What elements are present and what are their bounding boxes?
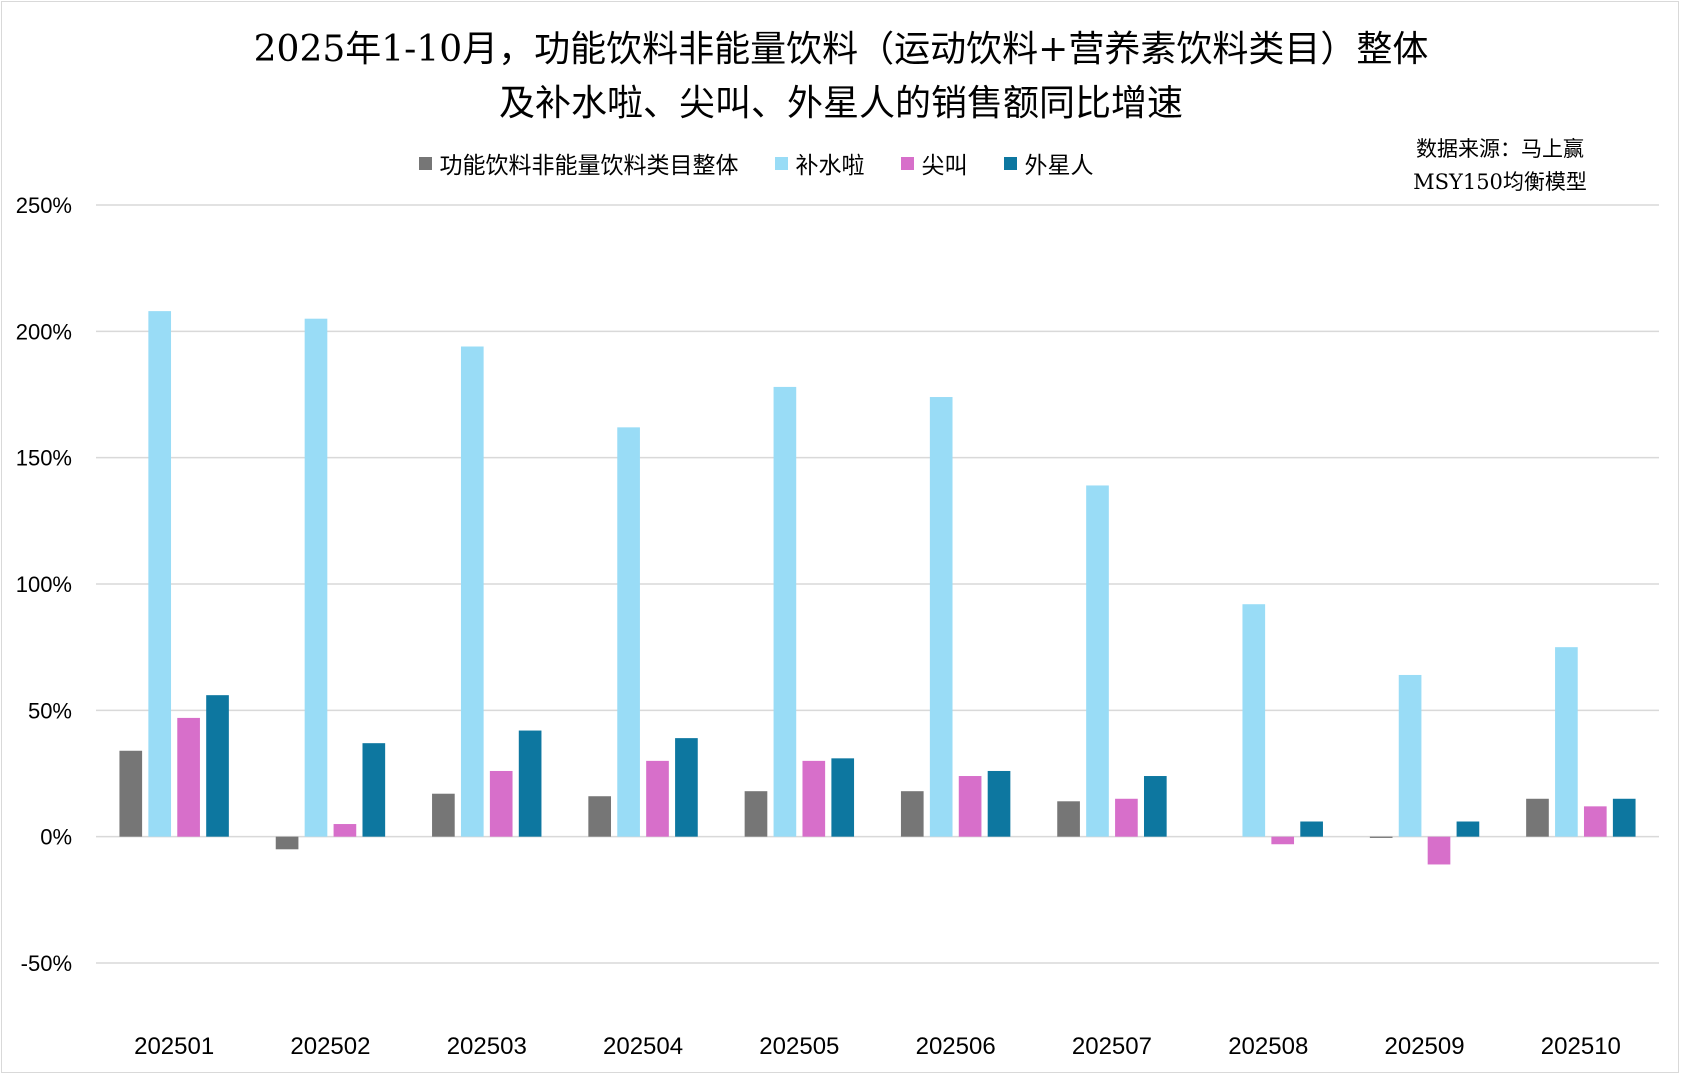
x-tick-label: 202502: [290, 1033, 370, 1060]
chart-subtitle: 及补水啦、尖叫、外星人的销售额同比增速: [498, 83, 1183, 124]
bar-202510-series-0: [1526, 798, 1549, 837]
bar-202506-series-2: [958, 776, 982, 837]
bar-202507-series-1: [1086, 485, 1109, 837]
bar-202502-series-3: [362, 743, 386, 837]
bar-202505-series-2: [802, 760, 826, 837]
bar-202503-series-3: [518, 730, 542, 837]
source-note: 数据来源：马上赢: [1416, 137, 1584, 161]
bar-202509-series-1: [1398, 674, 1422, 837]
y-tick-label: -50%: [21, 951, 72, 976]
bar-202510-series-3: [1612, 798, 1636, 837]
bar-202510-series-1: [1555, 647, 1578, 837]
x-tick-label: 202507: [1072, 1033, 1152, 1060]
bar-202501-series-1: [148, 311, 172, 837]
bar-202504-series-1: [617, 427, 640, 837]
bar-202503-series-2: [489, 770, 513, 837]
bar-202509-series-3: [1456, 821, 1480, 837]
legend-item: 外星人: [1003, 146, 1094, 180]
bar-202506-series-1: [929, 397, 953, 837]
bar-202504-series-3: [675, 738, 698, 837]
y-tick-label: 250%: [16, 193, 72, 218]
bar-202507-series-2: [1115, 798, 1138, 837]
legend-swatch: [900, 156, 914, 170]
bar-202501-series-3: [206, 695, 229, 837]
bar-202508-series-2: [1271, 836, 1295, 845]
x-tick-label: 202509: [1385, 1033, 1465, 1060]
legend-swatch: [1003, 156, 1017, 170]
bar-202506-series-3: [987, 770, 1011, 837]
bar-202507-series-0: [1057, 801, 1080, 837]
legend-label: 功能饮料非能量饮料类目整体: [439, 153, 739, 179]
bar-202509-series-2: [1427, 836, 1451, 865]
x-tick-label: 202510: [1541, 1033, 1621, 1060]
chart-title: 2025年1-10月，功能饮料非能量饮料（运动饮料+营养素饮料类目）整体: [253, 29, 1429, 70]
source-model-note: MSY150均衡模型: [1413, 170, 1587, 194]
bar-202510-series-2: [1583, 806, 1607, 837]
bar-202508-series-3: [1300, 821, 1323, 837]
bar-202509-series-0: [1369, 836, 1393, 838]
legend-item: 功能饮料非能量饮料类目整体: [418, 146, 739, 180]
bar-202503-series-0: [432, 793, 455, 837]
bar-202501-series-2: [177, 717, 200, 837]
x-tick-label: 202506: [916, 1033, 996, 1060]
legend-item: 尖叫: [900, 146, 968, 180]
y-tick-label: 50%: [28, 698, 72, 723]
bar-202503-series-1: [460, 346, 484, 837]
y-tick-label: 100%: [16, 572, 72, 597]
legend-label: 外星人: [1024, 153, 1094, 179]
x-tick-label: 202504: [603, 1033, 683, 1060]
bar-202508-series-1: [1242, 604, 1266, 837]
legend-item: 补水啦: [774, 146, 865, 180]
legend: 功能饮料非能量饮料类目整体 补水啦 尖叫 外星人: [0, 146, 1682, 180]
bar-202505-series-3: [831, 758, 855, 837]
bar-202502-series-0: [275, 836, 299, 850]
x-tick-label: 202505: [759, 1033, 839, 1060]
legend-swatch: [774, 156, 788, 170]
x-tick-label: 202508: [1228, 1033, 1308, 1060]
x-tick-label: 202501: [134, 1033, 214, 1060]
bar-202502-series-2: [333, 824, 357, 837]
bar-202505-series-1: [773, 386, 797, 837]
legend-label: 尖叫: [921, 153, 968, 179]
bar-202504-series-0: [588, 796, 612, 837]
bar-202501-series-0: [119, 750, 143, 837]
y-tick-label: 150%: [16, 446, 72, 471]
y-tick-label: 0%: [40, 825, 72, 850]
y-tick-label: 200%: [16, 319, 72, 344]
bar-202504-series-2: [646, 760, 669, 837]
bar-202506-series-0: [900, 791, 924, 837]
bar-202507-series-3: [1143, 776, 1167, 837]
bar-202505-series-0: [744, 791, 768, 837]
legend-swatch: [418, 156, 432, 170]
legend-label: 补水啦: [795, 153, 865, 179]
x-tick-label: 202503: [447, 1033, 527, 1060]
bar-202502-series-1: [304, 318, 328, 837]
